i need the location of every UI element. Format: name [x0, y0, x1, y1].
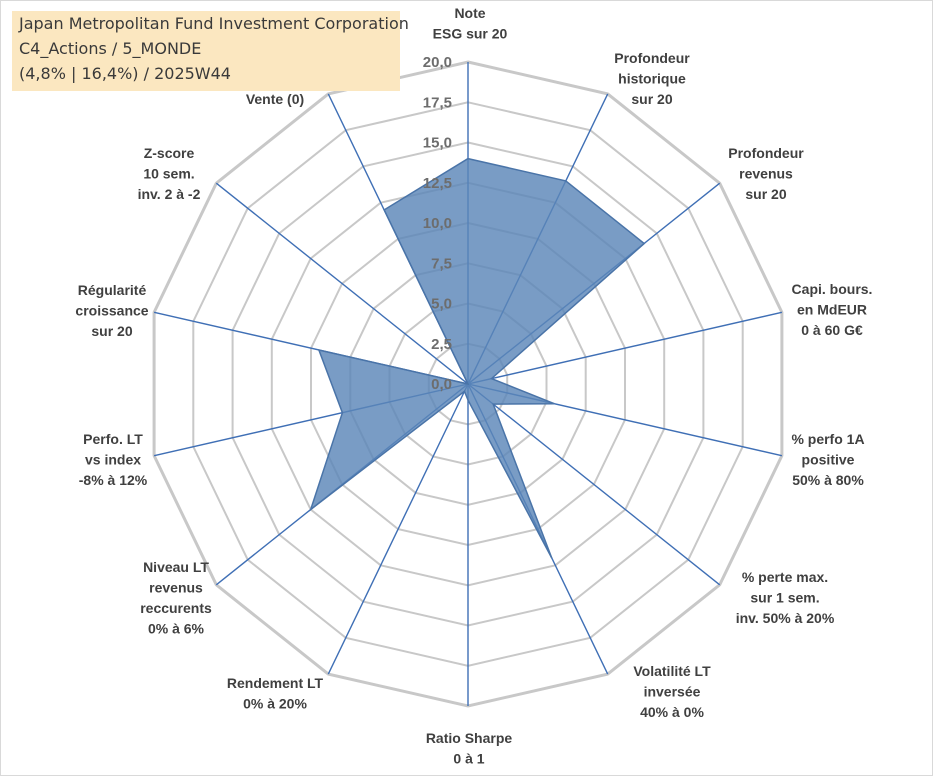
fund-category: C4_Actions / 5_MONDE: [19, 39, 202, 58]
axis-label-11-line-0: Régularité: [78, 282, 147, 298]
axis-label-8-line-1: 0% à 20%: [243, 696, 307, 712]
tick-label-4: 10,0: [423, 215, 452, 232]
axis-label-8: Rendement LT 0% à 20%: [227, 675, 324, 712]
axis-label-9-line-2: reccurents: [140, 600, 212, 616]
axis-label-12-line-2: inv. 2 à -2: [138, 186, 201, 202]
spoke-8: [327, 383, 469, 675]
tick-label-1: 2,5: [431, 336, 452, 353]
spoke-3: [467, 311, 783, 385]
axis-label-10-line-1: vs index: [85, 452, 141, 468]
axis-label-10: Perfo. LT vs index -8% à 12%: [79, 431, 148, 488]
axis-label-5-line-2: inv. 50% à 20%: [736, 610, 835, 626]
title-box: Japan Metropolitan Fund Investment Corpo…: [12, 11, 409, 91]
axis-label-7-line-0: Ratio Sharpe: [426, 730, 513, 746]
axis-label-12-line-1: 10 sem.: [143, 166, 194, 182]
axis-label-10-line-2: -8% à 12%: [79, 472, 148, 488]
axis-label-4: % perfo 1A positive 50% à 80%: [791, 431, 864, 488]
tick-label-8: 20,0: [423, 54, 452, 71]
tick-label-0: 0,0: [431, 376, 452, 393]
tick-label-2: 5,0: [431, 296, 452, 313]
axis-label-3-line-2: 0 à 60 G€: [801, 322, 863, 338]
axis-label-0-line-1: ESG sur 20: [433, 26, 508, 42]
axis-label-2-line-2: sur 20: [745, 186, 786, 202]
axis-label-11: Régularité croissance sur 20: [75, 282, 148, 339]
axis-labels: Note ESG sur 20 Profondeur historique sur 20…: [75, 5, 872, 767]
axis-label-12-line-0: Z-score: [144, 145, 195, 161]
axis-label-4-line-1: positive: [802, 452, 855, 468]
axis-label-9-line-1: revenus: [149, 580, 203, 596]
axis-label-9-line-0: Niveau LT: [143, 559, 209, 575]
axis-label-3-line-1: en MdEUR: [797, 302, 867, 318]
axis-label-1-line-0: Profondeur: [614, 50, 690, 66]
axis-label-5-line-1: sur 1 sem.: [750, 590, 819, 606]
axis-label-6-line-0: Volatilité LT: [633, 663, 711, 679]
spoke-12: [215, 182, 469, 385]
axis-label-6-line-1: inversée: [644, 684, 701, 700]
axis-label-4-line-0: % perfo 1A: [791, 431, 864, 447]
axis-label-1-line-2: sur 20: [631, 91, 672, 107]
radial-tick-labels: 0,0 2,5 5,0 7,5 10,0 12,5 15,0 17,5 20,0: [423, 54, 452, 393]
fund-period: (4,8% | 16,4%) / 2025W44: [19, 64, 231, 83]
axis-label-1: Profondeur historique sur 20: [614, 50, 690, 107]
radar-series: [309, 157, 646, 559]
axis-label-3-line-0: Capi. bours.: [792, 281, 873, 297]
axis-label-1-line-1: historique: [618, 71, 686, 87]
axis-label-5: % perte max. sur 1 sem. inv. 50% à 20%: [736, 569, 835, 626]
axis-label-9: Niveau LT revenus reccurents 0% à 6%: [140, 559, 212, 637]
axis-label-0: Note ESG sur 20: [433, 5, 508, 42]
axis-label-10-line-0: Perfo. LT: [83, 431, 143, 447]
axis-label-11-line-2: sur 20: [91, 323, 132, 339]
spoke-5: [467, 383, 721, 586]
axis-label-4-line-2: 50% à 80%: [792, 472, 864, 488]
tick-label-6: 15,0: [423, 135, 452, 152]
axis-label-12: Z-score 10 sem. inv. 2 à -2: [138, 145, 201, 202]
axis-label-13-line-2: Vente (0): [246, 91, 304, 107]
axis-label-11-line-1: croissance: [75, 303, 148, 319]
axis-label-5-line-0: % perte max.: [742, 569, 828, 585]
fund-name: Japan Metropolitan Fund Investment Corpo…: [19, 14, 409, 33]
tick-label-5: 12,5: [423, 175, 452, 192]
axis-label-8-line-0: Rendement LT: [227, 675, 324, 691]
axis-label-9-line-3: 0% à 6%: [148, 621, 205, 637]
axis-label-2-line-1: revenus: [739, 166, 793, 182]
axis-label-6-line-2: 40% à 0%: [640, 704, 704, 720]
axis-label-0-line-0: Note: [454, 5, 485, 21]
axis-label-3: Capi. bours. en MdEUR 0 à 60 G€: [792, 281, 873, 338]
axis-label-7: Ratio Sharpe 0 à 1: [426, 730, 513, 767]
tick-label-7: 17,5: [423, 94, 452, 111]
axis-label-7-line-1: 0 à 1: [453, 751, 484, 767]
axis-label-6: Volatilité LT inversée 40% à 0%: [633, 663, 711, 720]
tick-label-3: 7,5: [431, 255, 452, 272]
axis-label-2-line-0: Profondeur: [728, 145, 804, 161]
axis-label-2: Profondeur revenus sur 20: [728, 145, 804, 202]
